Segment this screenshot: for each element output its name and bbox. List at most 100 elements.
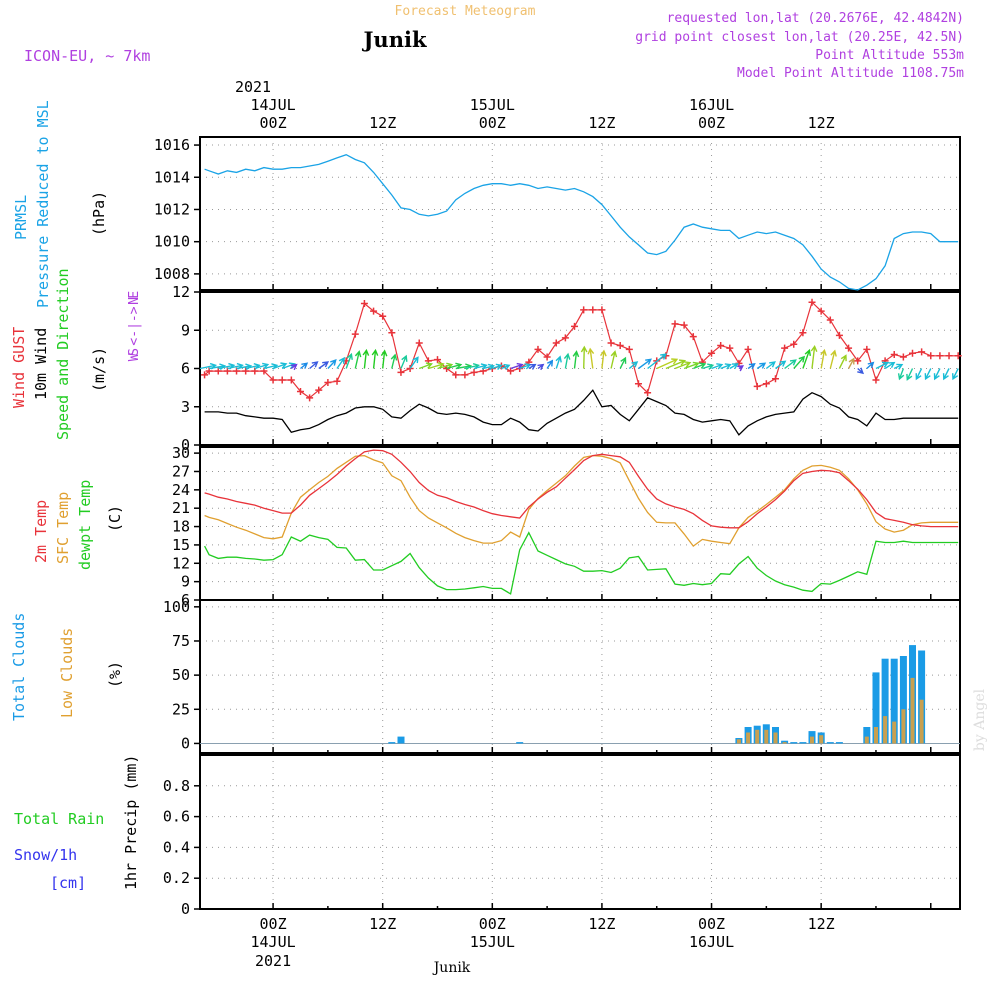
- wind-vector: [510, 362, 524, 370]
- y-tick-label: 15: [172, 536, 190, 554]
- panel-frame: [199, 599, 961, 754]
- pressure-label: Pressure Reduced to MSL: [34, 100, 52, 308]
- wind-vector: [866, 361, 875, 370]
- compass-north: N: [127, 297, 142, 305]
- gust-marker: [388, 329, 396, 337]
- gust-marker: [762, 380, 770, 388]
- low-cloud-bar: [755, 729, 760, 744]
- wind-vector: [875, 361, 890, 370]
- low-cloud-bar: [773, 732, 778, 744]
- y-tick-label: 1008: [154, 265, 190, 283]
- total-cloud-bar: [918, 650, 926, 744]
- wind-vector: [600, 349, 607, 369]
- gust-marker: [370, 307, 378, 315]
- prmsl-line: [204, 153, 959, 291]
- wind-vector: [775, 360, 787, 370]
- y-tick-label: 0.6: [163, 808, 190, 826]
- total-cloud-bar: [516, 742, 524, 744]
- gust-marker: [753, 382, 761, 390]
- gust-marker: [201, 371, 209, 379]
- y-tick-label: 21: [172, 499, 190, 517]
- temp-labels: 2m Temp SFC Temp dewpt Temp (C): [32, 480, 124, 570]
- wind-vector: [300, 362, 309, 370]
- gust-marker: [918, 348, 926, 356]
- y-tick-label: 6: [181, 591, 190, 609]
- wind-vector: [884, 361, 896, 370]
- top-date-label: 14JUL: [250, 96, 295, 114]
- wind-vector: [847, 357, 855, 369]
- wind-vector: [702, 363, 715, 370]
- prmsl-label: PRMSL: [12, 195, 30, 240]
- wind-vector: [446, 362, 463, 370]
- wind-vector: [336, 356, 346, 369]
- gust-marker: [708, 349, 716, 357]
- wind-vector: [924, 368, 932, 381]
- low-cloud-bar: [782, 742, 787, 744]
- wind-vector: [720, 363, 732, 370]
- gust-marker: [589, 306, 597, 314]
- gust-marker: [598, 306, 606, 314]
- wind-vector: [665, 359, 687, 370]
- grid-point-coords: grid point closest lon,lat (20.25E, 42.5…: [635, 30, 964, 45]
- wind-vector: [656, 358, 679, 370]
- low-cloud-bar: [746, 732, 751, 744]
- y-tick-label: 0.8: [163, 777, 190, 795]
- gust-marker: [936, 352, 944, 360]
- gust-marker: [580, 306, 588, 314]
- temp-unit: (C): [106, 505, 124, 532]
- precip-panel: 0 0.2 0.4 0.6 0.8: [163, 754, 961, 918]
- wind-vector: [693, 362, 707, 370]
- gust-marker: [945, 352, 953, 360]
- sfc-temp-line: [204, 454, 959, 548]
- gust-marker: [461, 371, 469, 379]
- wind-vector: [737, 365, 744, 372]
- gust-marker: [808, 298, 816, 306]
- y-tick-label: 30: [172, 444, 190, 462]
- bottom-hour-label: 00Z: [479, 915, 506, 933]
- gust-marker: [890, 350, 898, 358]
- top-hour-label: 12Z: [808, 114, 835, 132]
- y-tick-label: 27: [172, 462, 190, 480]
- cloud-labels: Total Clouds Low Clouds (%): [10, 613, 124, 721]
- bottom-hour-label: 00Z: [260, 915, 287, 933]
- total-cloud-bar: [890, 658, 898, 744]
- gust-marker: [315, 386, 323, 394]
- wind10m-label: 10m Wind: [32, 328, 50, 400]
- compass-axis: W <-|-> E: [127, 291, 142, 361]
- y-tick-label: 1010: [154, 233, 190, 251]
- gust-marker: [534, 345, 542, 353]
- wind-vector: [942, 368, 950, 381]
- wind-vector: [563, 352, 571, 369]
- gust-marker: [909, 349, 916, 357]
- y-tick-label: 100: [163, 598, 190, 616]
- gust-marker: [214, 367, 222, 375]
- wind-panel: 0 3 6 9 12: [172, 283, 962, 454]
- wind-vector: [400, 354, 408, 369]
- gust-marker: [306, 394, 314, 402]
- low-cloud-bar: [919, 699, 924, 744]
- gust-marker: [552, 339, 560, 347]
- wind-vector: [893, 363, 904, 370]
- wind-vector: [318, 361, 330, 370]
- gust-line: [204, 301, 959, 399]
- low-cloud-bar: [736, 739, 741, 744]
- low-cloud-bar: [883, 716, 888, 744]
- wind-vector: [619, 356, 627, 369]
- total-cloud-bar: [397, 736, 405, 744]
- total-cloud-bar: [863, 727, 871, 744]
- gust-marker: [415, 339, 423, 347]
- total-cloud-bar: [835, 742, 843, 744]
- gust-marker: [452, 371, 460, 379]
- low-clouds-label: Low Clouds: [58, 628, 76, 718]
- gust-marker: [790, 340, 798, 348]
- gust-marker: [717, 342, 725, 350]
- gust-marker: [324, 379, 332, 387]
- y-tick-label: 9: [181, 321, 190, 339]
- y-tick-label: 3: [181, 398, 190, 416]
- total-cloud-bar: [799, 742, 807, 744]
- low-cloud-bar: [864, 736, 869, 744]
- top-hour-label: 00Z: [479, 114, 506, 132]
- precip-labels: Total Rain Snow/1h [cm] 1hr Precip (mm): [14, 755, 140, 892]
